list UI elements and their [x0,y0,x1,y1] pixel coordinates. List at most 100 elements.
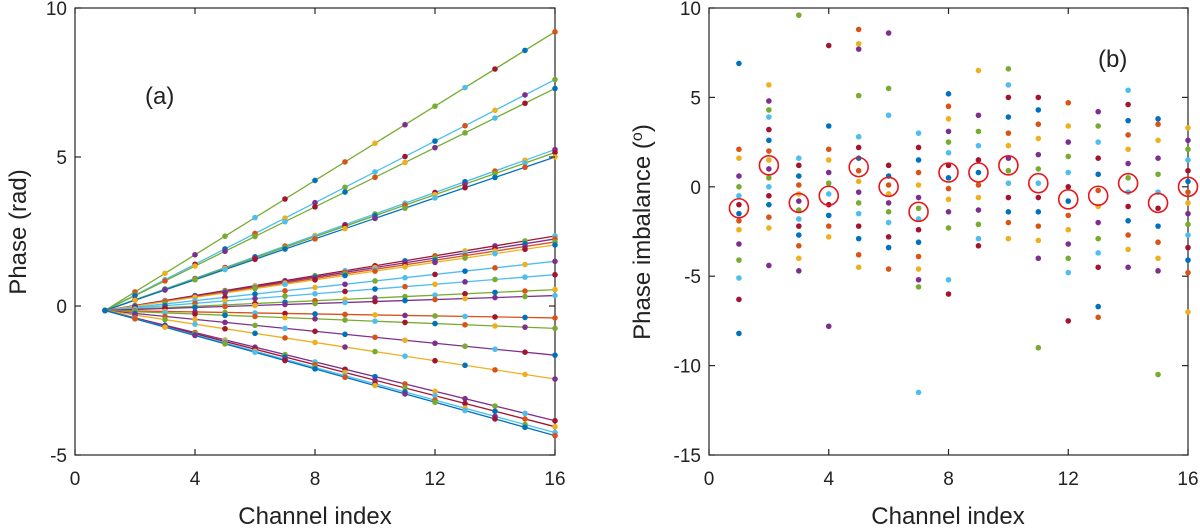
scatter-point [1185,221,1191,228]
scatter-point [1155,116,1161,122]
scatter-point [975,207,982,213]
scatter-point [1125,203,1131,210]
scatter-point [825,123,832,129]
series-point-s13 [522,288,528,294]
scatter-point [1155,255,1161,262]
series-point-s6 [462,184,468,191]
series-point-s6 [492,174,498,181]
series-point-s12 [462,279,468,285]
series-point-s20 [402,385,408,391]
scatter-point [915,389,922,396]
series-point-s3 [342,189,348,195]
series-point-s16 [222,312,228,319]
scatter-point [736,210,742,217]
scatter-point [796,12,802,18]
series-point-s14 [492,294,498,301]
series-line-s12 [104,274,556,312]
scatter-point [1185,137,1191,144]
scatter-point [766,166,772,172]
scatter-point [1005,209,1012,215]
scatter-point [855,264,862,271]
scatter-point [766,114,772,120]
scatter-point [1005,219,1012,226]
series-point-s14 [462,295,468,302]
series-point-s19 [402,381,408,387]
series-line-s19 [104,309,556,422]
scatter-point [855,189,862,195]
scatter-point [1185,210,1191,217]
series-point-s2 [402,153,408,160]
panel-b-frame [708,7,1189,456]
series-point-s3 [192,263,198,269]
series-point-s1 [522,47,528,54]
scatter-point [1005,194,1012,201]
series-point-s15 [312,311,318,317]
series-point-s5 [522,160,528,166]
scatter-point [825,169,832,176]
series-point-s14 [552,292,558,299]
scatter-point [855,144,862,151]
series-point-s11 [252,291,258,297]
series-point-s12 [342,288,348,295]
scatter-point [1125,101,1131,108]
series-point-s14 [312,300,318,307]
panel-a-ytick-label: 0 [56,297,67,318]
panel-b-ylabel-close: ) [629,124,656,132]
series-point-s18 [492,367,498,373]
scatter-point [1185,167,1191,174]
panel-b: 0 4 8 12 16 -15 -10 -5 0 5 10 (b) Channel index Ph… [629,0,1199,528]
scatter-point [945,225,952,231]
scatter-point [736,60,742,67]
panel-b-ylabel: Phase imbalance (o) [629,124,657,340]
series-point-s14 [432,296,438,303]
series-point-s22 [462,407,468,414]
scatter-point [855,46,862,52]
panel-b-ytick-label: 5 [690,88,701,109]
series-point-s6 [132,297,138,304]
series-point-s12 [522,274,528,280]
series-point-s19 [462,395,468,402]
panel-b-ytick-label: -15 [674,446,701,467]
series-point-s3 [282,218,288,225]
scatter-point [796,243,802,249]
scatter-point [825,146,832,153]
scatter-point [1065,241,1072,247]
scatter-point [855,178,862,185]
scatter-point [1155,155,1161,161]
scatter-point [945,175,952,181]
scatter-point [825,42,832,49]
series-point-s16 [402,319,408,326]
scatter-point [1065,318,1072,324]
scatter-point [1005,94,1012,101]
scatter-point [766,126,772,133]
series-point-s3 [252,233,258,240]
scatter-point [945,291,952,297]
series-point-s2 [372,169,378,175]
scatter-point [1125,264,1131,271]
series-point-s12 [432,281,438,288]
series-point-s20 [432,392,438,399]
series-point-s18 [252,330,258,337]
series-point-s14 [192,304,198,311]
scatter-point [945,103,952,110]
scatter-point [1155,137,1161,144]
scatter-point [1035,107,1042,113]
scatter-point [975,169,982,176]
series-point-s3 [132,292,138,299]
series-point-s3 [432,144,438,151]
scatter-point [766,175,772,181]
scatter-point [1155,239,1161,246]
scatter-point [975,128,982,135]
series-point-s14 [282,301,288,308]
series-point-s10 [282,281,288,288]
scatter-point [885,182,892,188]
series-point-s18 [522,371,528,378]
series-point-s3 [462,130,468,136]
series-point-s12 [552,271,558,278]
scatter-point [975,243,982,249]
series-point-s14 [522,293,528,300]
series-point-s16 [342,317,348,323]
scatter-point [1035,209,1042,215]
